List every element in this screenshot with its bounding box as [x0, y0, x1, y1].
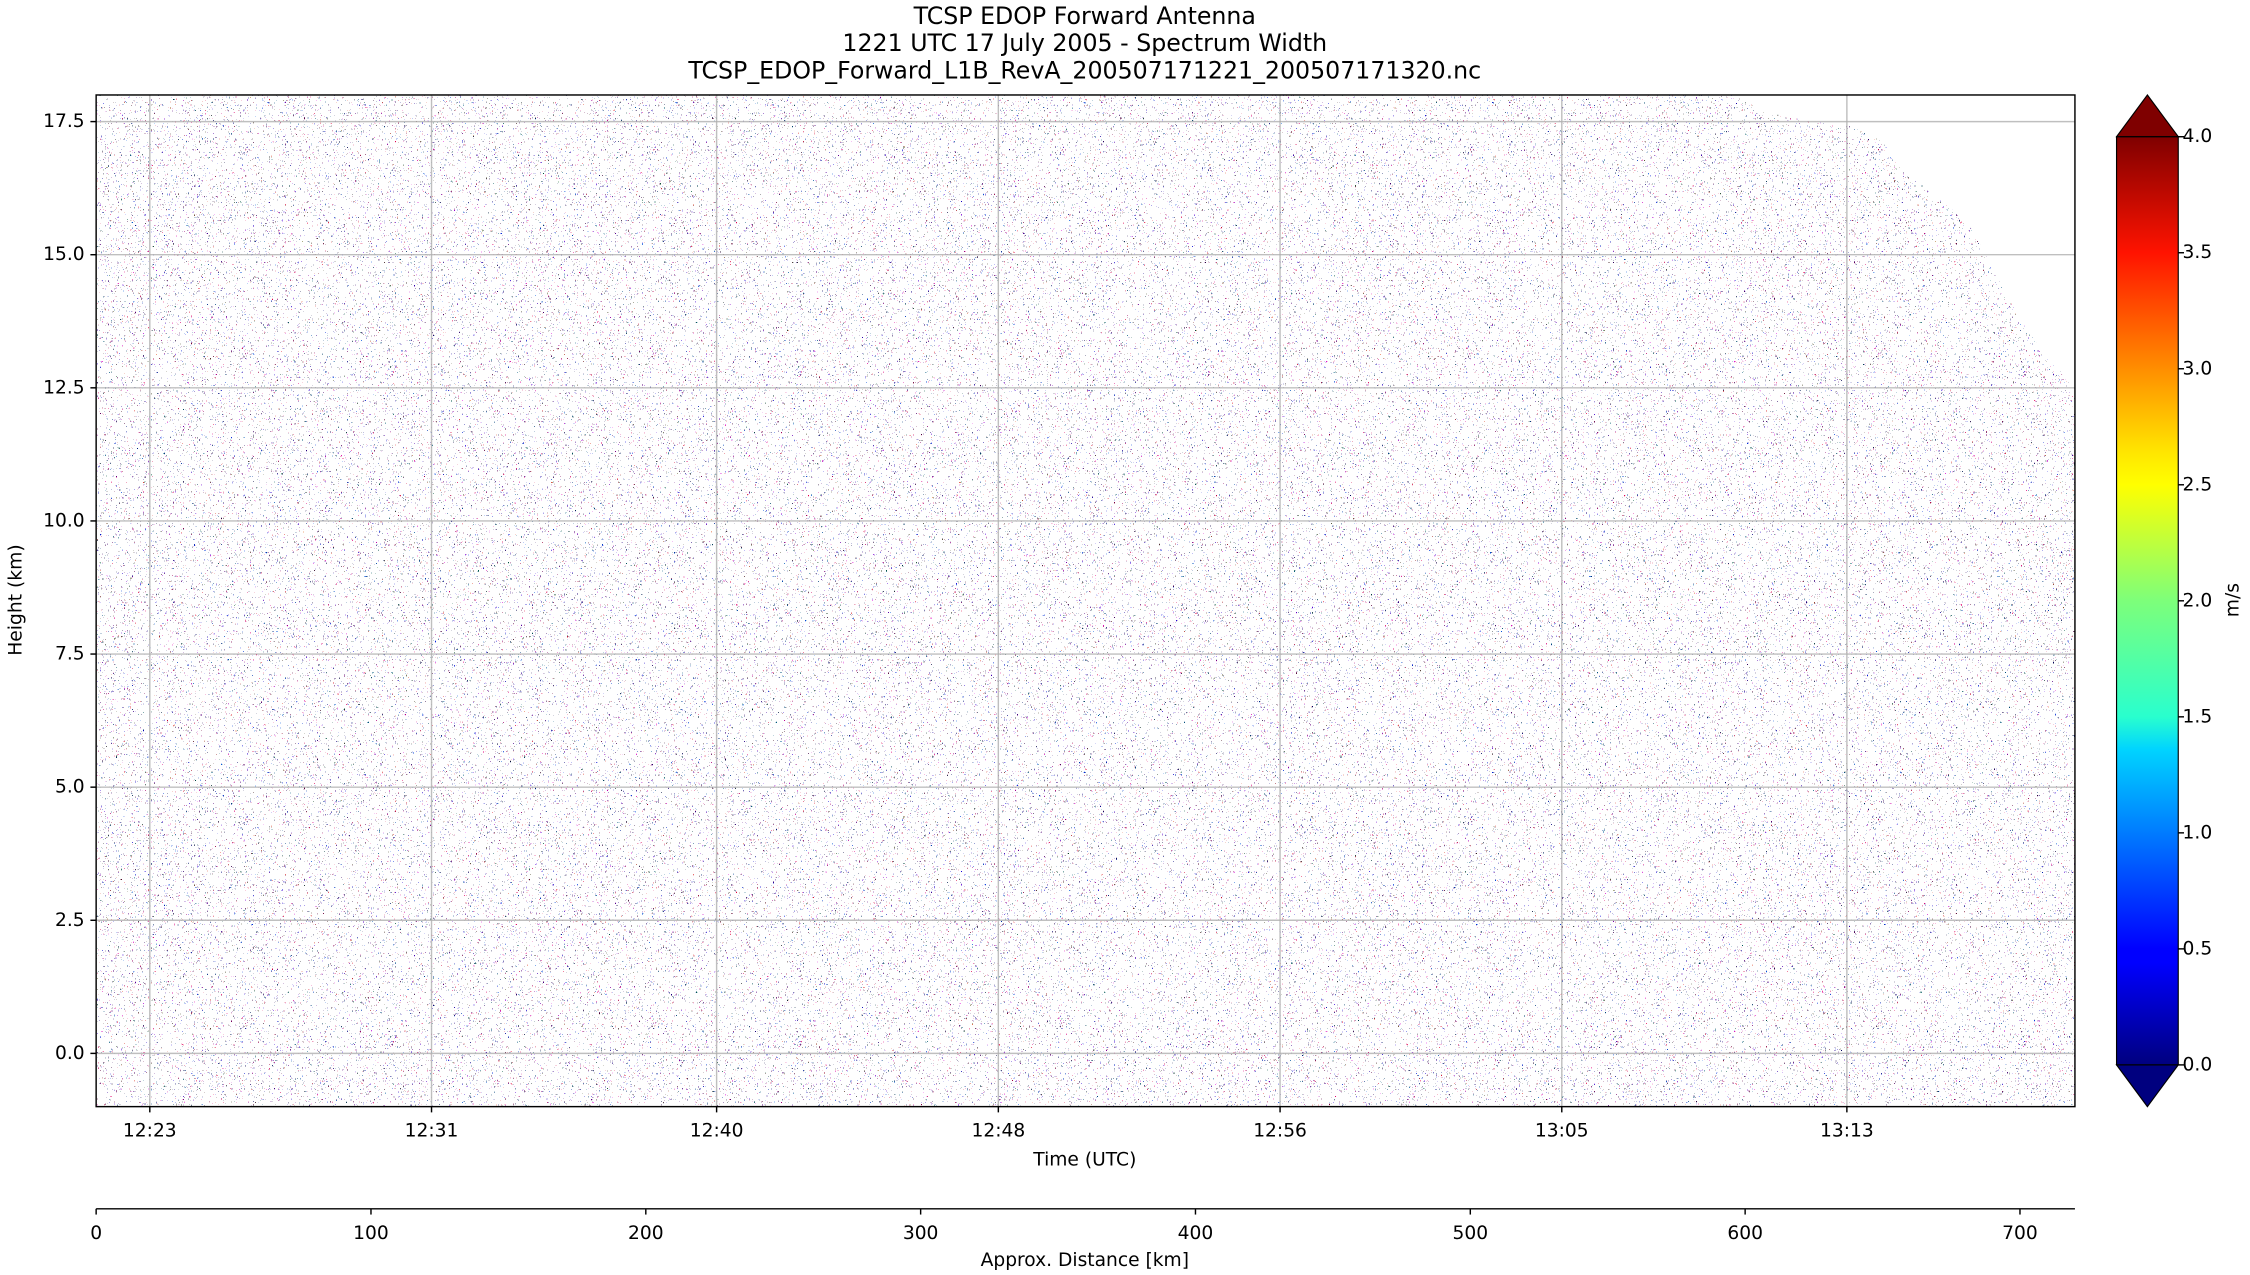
x2-tick-label: 0: [90, 1223, 102, 1244]
colorbar-tick-label: 2.5: [2183, 474, 2213, 495]
x-tick-label: 13:13: [1820, 1121, 1874, 1142]
y-tick-label: 15.0: [43, 244, 85, 265]
title-line: TCSP EDOP Forward Antenna: [913, 2, 1256, 30]
colorbar-tick-label: 3.0: [2183, 358, 2213, 379]
colorbar: [2116, 136, 2179, 1065]
x2-tick-label: 200: [628, 1223, 664, 1244]
x-tick-label: 12:40: [690, 1121, 744, 1142]
y-tick-label: 5.0: [55, 777, 85, 798]
colorbar-tick-label: 1.0: [2183, 822, 2213, 843]
y-tick-label: 12.5: [43, 377, 85, 398]
y-axis-label: Height (km): [5, 544, 26, 655]
colorbar-tick-label: 0.5: [2183, 938, 2213, 959]
colorbar-tick-label: 4.0: [2183, 126, 2213, 147]
title-line: TCSP_EDOP_Forward_L1B_RevA_200507171221_…: [687, 56, 1481, 84]
colorbar-frame: [2115, 136, 2179, 1066]
plot-frame: [95, 94, 2076, 1108]
y-tick-label: 17.5: [43, 111, 85, 132]
y-tick-label: 2.5: [55, 910, 85, 931]
x2-tick-label: 400: [1178, 1223, 1214, 1244]
x-tick-label: 12:56: [1253, 1121, 1307, 1142]
x-tick-label: 12:31: [405, 1121, 459, 1142]
grid: [96, 94, 2075, 1107]
title-line: 1221 UTC 17 July 2005 - Spectrum Width: [842, 29, 1327, 57]
colorbar-tick-label: 3.5: [2183, 242, 2213, 263]
colorbar-tick-label: 0.0: [2183, 1054, 2213, 1075]
x2-tick-label: 300: [903, 1223, 939, 1244]
x2-tick-label: 100: [353, 1223, 389, 1244]
colorbar-extend-low: [2115, 1064, 2180, 1108]
y-tick-label: 10.0: [43, 510, 85, 531]
colorbar-tick-label: 1.5: [2183, 706, 2213, 727]
radar-field: [96, 94, 2075, 1107]
x-tick-label: 12:48: [971, 1121, 1025, 1142]
colorbar-tick-label: 2.0: [2183, 590, 2213, 611]
y-tick-label: 0.0: [55, 1043, 85, 1064]
colorbar-extend-high: [2115, 94, 2180, 138]
x-tick-label: 12:23: [123, 1121, 177, 1142]
y-tick-label: 7.5: [55, 644, 85, 665]
x-tick-label: 13:05: [1535, 1121, 1589, 1142]
colorbar-label: m/s: [2222, 583, 2243, 617]
x2-tick-label: 600: [1727, 1223, 1763, 1244]
x-axis-label: Time (UTC): [1032, 1149, 1136, 1170]
x2-tick-label: 500: [1453, 1223, 1489, 1244]
x2-axis-label: Approx. Distance [km]: [981, 1250, 1189, 1271]
x2-tick-label: 700: [2002, 1223, 2038, 1244]
